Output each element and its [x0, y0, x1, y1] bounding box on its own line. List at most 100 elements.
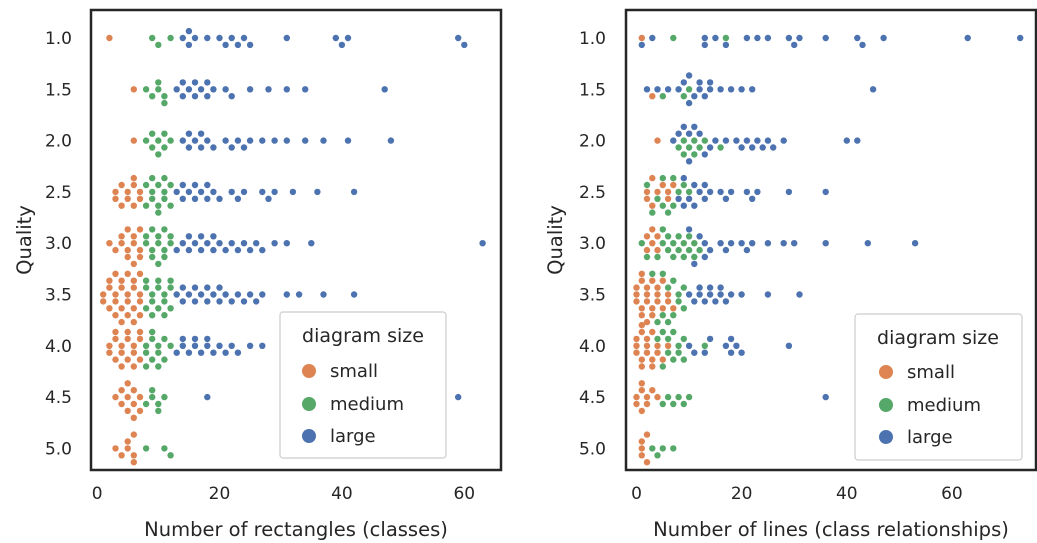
right-point-small: [664, 195, 672, 202]
right-point-small: [654, 246, 661, 254]
right-point-large: [717, 291, 724, 298]
left-point-large: [216, 342, 223, 349]
right-point-small: [643, 195, 651, 202]
left-point-large: [240, 240, 248, 247]
right-point-large: [670, 137, 677, 144]
left-x-tick-label: 20: [209, 484, 231, 504]
right-point-small: [654, 298, 661, 305]
right-point-large: [743, 246, 751, 254]
right-point-large: [717, 284, 724, 291]
right-point-medium: [664, 246, 672, 254]
right-point-large: [738, 240, 745, 247]
left-point-small: [136, 291, 144, 298]
left-point-large: [240, 298, 248, 305]
left-point-large: [246, 246, 254, 254]
left-point-large: [381, 86, 388, 93]
left-y-ticks: 1.0 1.5 2.0 2.5 3.0 3.5 4.0 4.5 5.0: [45, 29, 72, 459]
right-point-medium: [670, 174, 677, 182]
left-point-large: [185, 349, 193, 356]
right-point-small: [638, 34, 645, 42]
left-point-large: [216, 284, 223, 291]
left-point-small: [136, 298, 144, 305]
right-point-medium: [643, 181, 651, 189]
right-point-small: [638, 305, 645, 312]
right-point-large: [701, 240, 708, 247]
right-point-large: [712, 298, 719, 305]
left-point-medium: [155, 400, 162, 408]
left-point-medium: [161, 144, 168, 151]
right-point-small: [633, 335, 640, 343]
left-point-large: [204, 298, 211, 305]
right-point-small: [633, 291, 640, 298]
left-point-small: [130, 277, 137, 284]
right-y-axis-label: Quality: [544, 205, 567, 275]
right-point-large: [791, 41, 798, 49]
right-point-medium: [670, 34, 677, 42]
right-point-large: [706, 335, 714, 343]
left-point-large: [228, 298, 235, 305]
right-point-large: [785, 34, 793, 42]
left-point-large: [222, 137, 229, 144]
left-point-small: [130, 459, 137, 466]
left-point-large: [179, 335, 186, 343]
right-point-medium: [685, 188, 693, 196]
right-point-medium: [670, 312, 677, 319]
left-point-large: [204, 342, 211, 349]
right-point-large: [691, 349, 698, 356]
left-point-small: [136, 188, 144, 196]
right-point-large: [696, 79, 703, 86]
right-point-medium: [664, 209, 672, 216]
left-point-small: [136, 312, 144, 319]
left-point-medium: [161, 335, 168, 343]
right-point-large: [822, 393, 829, 401]
left-point-medium: [167, 284, 174, 291]
left-point-small: [118, 387, 125, 394]
left-point-medium: [149, 356, 156, 363]
right-point-medium: [691, 151, 698, 158]
right-point-large: [749, 86, 756, 93]
left-point-small: [106, 349, 113, 356]
right-point-medium: [670, 328, 677, 336]
left-point-large: [204, 137, 211, 144]
right-point-large: [733, 137, 740, 144]
right-point-small: [664, 342, 672, 349]
right-legend-label-large: large: [907, 427, 953, 448]
right-x-tick-label: 40: [836, 484, 858, 504]
right-point-small: [638, 356, 645, 363]
left-point-large: [173, 349, 180, 356]
right-point-large: [754, 137, 761, 144]
left-point-large: [197, 291, 205, 298]
right-point-medium: [680, 305, 687, 312]
right-point-small: [643, 349, 651, 356]
right-point-large: [654, 86, 661, 93]
left-point-medium: [149, 195, 156, 202]
left-point-large: [228, 188, 235, 196]
right-x-tick-label: 60: [941, 484, 963, 504]
right-point-large: [780, 240, 787, 247]
right-point-medium: [680, 253, 687, 261]
right-point-medium: [659, 445, 666, 452]
left-point-small: [118, 277, 125, 284]
left-point-medium: [142, 445, 150, 452]
left-point-large: [332, 34, 339, 42]
left-point-medium: [155, 79, 162, 86]
right-legend-label-small: small: [907, 362, 955, 383]
left-point-large: [461, 41, 468, 49]
left-point-medium: [155, 363, 162, 370]
right-point-small: [654, 284, 661, 291]
left-point-medium: [167, 181, 174, 189]
right-point-small: [649, 328, 656, 336]
left-point-small: [106, 34, 113, 42]
left-point-large: [191, 298, 199, 305]
left-y-tick-label: 3.0: [45, 234, 72, 254]
right-point-medium: [670, 445, 677, 452]
right-point-medium: [659, 312, 666, 319]
left-point-large: [302, 86, 309, 93]
right-point-large: [754, 188, 761, 196]
left-point-large: [283, 137, 290, 144]
left-point-medium: [155, 202, 162, 209]
left-point-medium: [167, 342, 174, 349]
left-point-medium: [161, 393, 168, 401]
left-legend-title: diagram size: [302, 325, 424, 347]
left-point-large: [271, 240, 278, 247]
